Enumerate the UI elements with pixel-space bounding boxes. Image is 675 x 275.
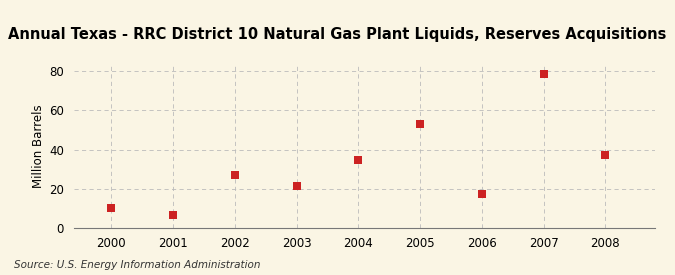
Point	[230, 173, 240, 177]
Y-axis label: Million Barrels: Million Barrels	[32, 104, 45, 188]
Point	[106, 205, 117, 210]
Point	[414, 122, 425, 126]
Point	[291, 184, 302, 188]
Text: Source: U.S. Energy Information Administration: Source: U.S. Energy Information Administ…	[14, 260, 260, 270]
Text: Annual Texas - RRC District 10 Natural Gas Plant Liquids, Reserves Acquisitions: Annual Texas - RRC District 10 Natural G…	[8, 28, 667, 43]
Point	[600, 152, 611, 157]
Point	[477, 192, 487, 196]
Point	[353, 158, 364, 163]
Point	[167, 213, 178, 218]
Point	[538, 72, 549, 76]
